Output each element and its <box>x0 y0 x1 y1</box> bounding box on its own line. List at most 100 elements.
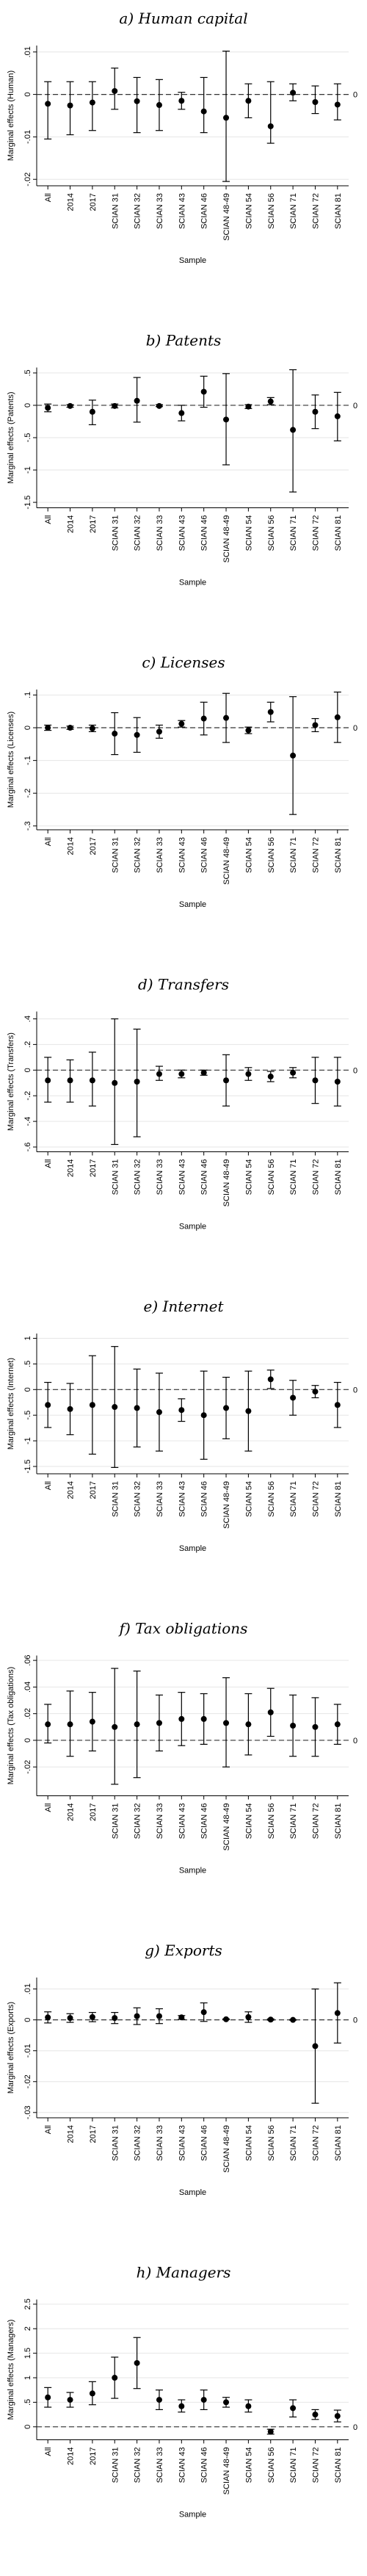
point-estimate-scian-46 <box>200 1069 207 1076</box>
x-tick-label-2017: 2017 <box>89 2125 98 2143</box>
x-tick-label-scian-46: SCIAN 46 <box>200 2447 209 2483</box>
point-estimate-2014 <box>67 402 73 409</box>
x-tick-label-scian-43: SCIAN 43 <box>178 2125 186 2161</box>
x-tick-label-scian-46: SCIAN 46 <box>200 193 209 229</box>
chart-panel-4: d) Transfers -.6 -.4 -.2 0 .2 .4 0 Marginal effe… <box>7 976 357 1231</box>
x-tick-label-all: All <box>44 2447 53 2456</box>
y-tick-label: .01 <box>23 46 32 57</box>
point-estimate-scian-71 <box>290 2016 297 2023</box>
point-estimate-scian-71 <box>290 90 297 96</box>
point-estimate-scian-48-49 <box>223 416 230 423</box>
x-tick-label-scian-32: SCIAN 32 <box>134 193 142 229</box>
chart-title: h) Managers <box>137 2264 231 2282</box>
point-estimate-2014 <box>67 2015 73 2022</box>
point-estimate-scian-46 <box>200 108 207 115</box>
zero-reference-label: 0 <box>353 2016 357 2025</box>
point-estimate-scian-56 <box>267 2016 274 2023</box>
x-tick-label-scian-81: SCIAN 81 <box>334 193 343 229</box>
x-tick-label-scian-72: SCIAN 72 <box>311 1159 320 1195</box>
x-tick-label-scian-32: SCIAN 32 <box>134 837 142 873</box>
chart-panel-3: c) Licenses -.3 -.2 -.1 0 .1 0 Marginal effects… <box>7 654 357 909</box>
y-tick-label: 0 <box>23 93 32 97</box>
x-axis-label: Sample <box>179 256 206 265</box>
y-tick-label: -.02 <box>23 2074 32 2088</box>
y-tick-label: .5 <box>23 1361 32 1367</box>
y-axis-label: Marginal effects (Licenses) <box>7 712 15 808</box>
y-axis-label: Marginal effects (Internet) <box>7 1358 15 1450</box>
point-estimate-2017 <box>89 408 95 415</box>
point-estimate-scian-54 <box>245 2014 252 2020</box>
x-tick-label-scian-56: SCIAN 56 <box>267 1481 276 1517</box>
x-tick-label-scian-43: SCIAN 43 <box>178 2447 186 2483</box>
point-estimate-scian-48-49 <box>223 1077 230 1084</box>
point-estimate-scian-72 <box>312 99 319 105</box>
x-tick-label-scian-72: SCIAN 72 <box>311 193 320 229</box>
x-tick-label-scian-72: SCIAN 72 <box>311 837 320 873</box>
point-estimate-scian-32 <box>134 1721 140 1728</box>
point-estimate-all <box>45 725 51 731</box>
x-tick-label-scian-54: SCIAN 54 <box>244 2125 253 2161</box>
y-tick-label: 0 <box>23 726 32 730</box>
zero-reference-label: 0 <box>353 724 357 733</box>
point-estimate-scian-31 <box>112 2015 118 2022</box>
point-estimate-scian-31 <box>112 1079 118 1086</box>
x-tick-label-scian-72: SCIAN 72 <box>311 515 320 551</box>
chart-title: c) Licenses <box>142 654 225 671</box>
point-estimate-scian-72 <box>312 408 319 415</box>
chart-panel-1: a) Human capital -.02 -.01 0 .01 0 Marginal ef… <box>7 10 357 265</box>
x-tick-label-scian-48-49: SCIAN 48-49 <box>222 1481 231 1529</box>
y-axis-label: Marginal effects (Human) <box>7 70 15 161</box>
x-tick-label-all: All <box>44 1159 53 1168</box>
x-tick-label-scian-71: SCIAN 71 <box>289 515 298 551</box>
y-tick-label: -1.5 <box>23 496 32 510</box>
point-estimate-scian-81 <box>334 413 341 419</box>
chart-panel-6: f) Tax obligations -.02 0 .02 .04 .06 0 Margina… <box>7 1620 357 1875</box>
x-tick-label-scian-81: SCIAN 81 <box>334 1481 343 1517</box>
x-tick-label-2014: 2014 <box>67 1803 76 1821</box>
x-tick-label-scian-33: SCIAN 33 <box>156 2125 164 2161</box>
point-estimate-all <box>45 101 51 107</box>
point-estimate-scian-48-49 <box>223 115 230 121</box>
x-tick-label-scian-43: SCIAN 43 <box>178 1803 186 1839</box>
point-estimate-scian-43 <box>178 2403 185 2409</box>
point-estimate-scian-56 <box>267 1376 274 1383</box>
y-axis-label: Marginal effects (Patents) <box>7 391 15 483</box>
x-tick-label-scian-71: SCIAN 71 <box>289 2447 298 2483</box>
point-estimate-scian-46 <box>200 2397 207 2403</box>
x-tick-label-all: All <box>44 515 53 524</box>
y-tick-label: 0 <box>23 2425 32 2429</box>
chart-title: g) Exports <box>145 1942 222 1959</box>
x-tick-label-scian-81: SCIAN 81 <box>334 1159 343 1195</box>
point-estimate-scian-48-49 <box>223 2016 230 2022</box>
x-tick-label-scian-56: SCIAN 56 <box>267 2125 276 2161</box>
zero-reference-label: 0 <box>353 1737 357 1745</box>
y-tick-label: 1 <box>23 2376 32 2380</box>
x-tick-label-scian-43: SCIAN 43 <box>178 515 186 551</box>
point-estimate-scian-46 <box>200 2009 207 2016</box>
y-tick-label: 0 <box>23 1738 32 1743</box>
point-estimate-scian-81 <box>334 714 341 720</box>
zero-reference-label: 0 <box>353 2423 357 2432</box>
y-tick-label: .2 <box>23 1041 32 1048</box>
point-estimate-scian-72 <box>312 2043 319 2049</box>
point-estimate-scian-43 <box>178 2014 185 2021</box>
x-tick-label-scian-43: SCIAN 43 <box>178 1159 186 1195</box>
point-estimate-scian-48-49 <box>223 1720 230 1726</box>
x-tick-label-scian-48-49: SCIAN 48-49 <box>222 2125 231 2173</box>
x-tick-label-2014: 2014 <box>67 2447 76 2465</box>
point-estimate-2017 <box>89 2390 95 2397</box>
point-estimate-scian-46 <box>200 388 207 395</box>
x-tick-label-all: All <box>44 1481 53 1490</box>
x-tick-label-scian-54: SCIAN 54 <box>244 2447 253 2483</box>
point-estimate-scian-32 <box>134 1079 140 1085</box>
x-tick-label-scian-32: SCIAN 32 <box>134 1159 142 1195</box>
point-estimate-scian-31 <box>112 731 118 737</box>
x-axis-label: Sample <box>179 579 206 587</box>
zero-reference-label: 0 <box>353 91 357 100</box>
zero-reference-label: 0 <box>353 1386 357 1394</box>
point-estimate-2017 <box>89 725 95 731</box>
x-tick-label-scian-56: SCIAN 56 <box>267 515 276 551</box>
x-tick-label-scian-31: SCIAN 31 <box>111 837 120 873</box>
point-estimate-2014 <box>67 2397 73 2403</box>
y-tick-label: -.02 <box>23 1760 32 1774</box>
